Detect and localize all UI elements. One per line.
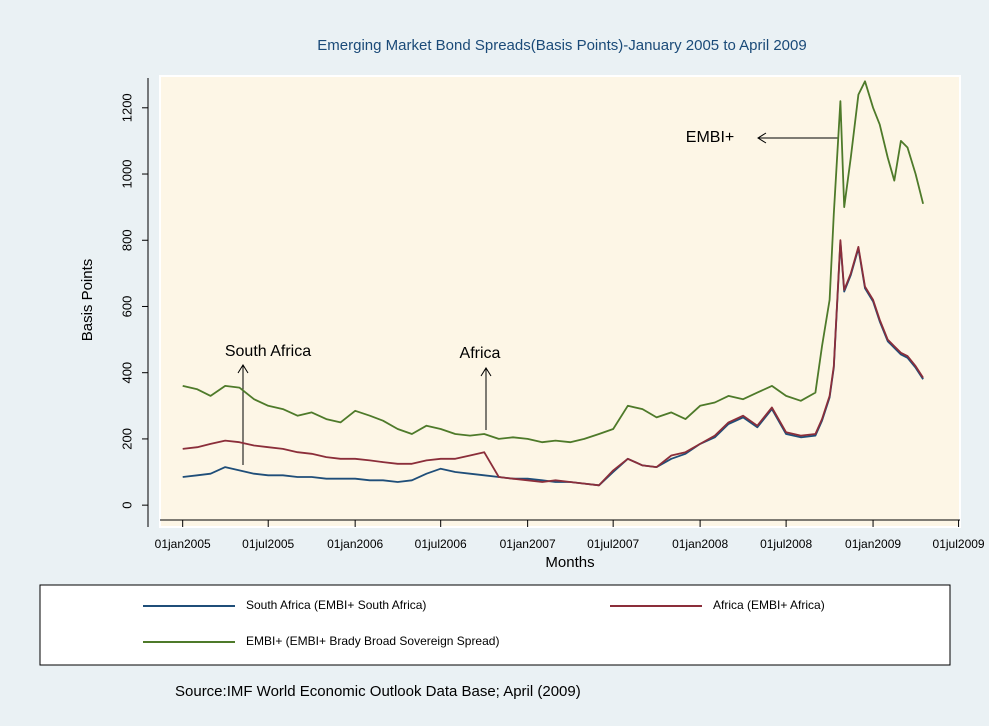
x-tick-label: 01jan2006: [327, 537, 383, 551]
legend-label: EMBI+ (EMBI+ Brady Broad Sovereign Sprea…: [246, 634, 499, 648]
legend-label: South Africa (EMBI+ South Africa): [246, 598, 426, 612]
annotation: EMBI+: [686, 129, 734, 146]
x-tick-label: 01jul2007: [587, 537, 639, 551]
series-line: [182, 80, 924, 444]
arrow: [757, 132, 838, 144]
arrow: [237, 364, 249, 465]
y-axis-label: Basis Points: [79, 259, 96, 342]
x-tick-label: 01jul2005: [242, 537, 294, 551]
legend-label: Africa (EMBI+ Africa): [713, 598, 825, 612]
x-tick-label: 01jul2006: [415, 537, 467, 551]
arrow: [480, 367, 492, 430]
chart-title: Emerging Market Bond Spreads(Basis Point…: [317, 37, 806, 54]
y-tick-label: 600: [119, 296, 134, 318]
legend: [39, 584, 951, 666]
plot-area: [159, 75, 961, 528]
x-axis-label: Months: [545, 554, 594, 571]
source-note: Source:IMF World Economic Outlook Data B…: [175, 683, 581, 700]
annotation: Africa: [460, 345, 501, 362]
y-tick-label: 800: [119, 229, 134, 251]
x-tick-label: 01jul2009: [933, 537, 985, 551]
x-tick-label: 01jul2008: [760, 537, 812, 551]
y-tick-label: 1000: [119, 160, 134, 189]
y-tick-label: 0: [119, 502, 134, 509]
x-tick-label: 01jan2009: [845, 537, 901, 551]
y-tick-label: 200: [119, 428, 134, 450]
x-tick-label: 01jan2007: [500, 537, 556, 551]
y-tick-label: 1200: [119, 93, 134, 122]
y-tick-label: 400: [119, 362, 134, 384]
annotation: South Africa: [225, 343, 311, 360]
series-line: [182, 239, 924, 487]
x-tick-label: 01jan2008: [672, 537, 728, 551]
x-tick-label: 01jan2005: [155, 537, 211, 551]
annotation-arrows: [237, 132, 838, 465]
